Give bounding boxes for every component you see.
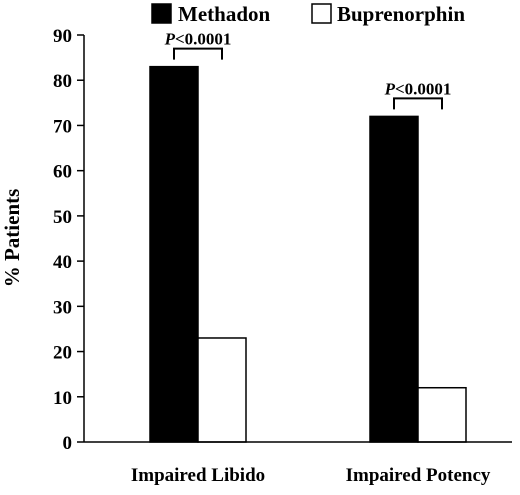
y-axis-ticks: 0 10 20 30 40 50 60 70 80 90 [53, 26, 84, 454]
legend-swatch-methadon [151, 3, 172, 24]
y-tick-label: 20 [53, 343, 72, 364]
significance-annotations: P<0.0001 P<0.0001 [164, 30, 452, 110]
y-tick-label: 30 [53, 297, 72, 318]
y-tick-label: 80 [53, 71, 72, 92]
legend-label-methadon: Methadon [178, 2, 270, 26]
p-value-label: P<0.0001 [384, 79, 452, 98]
legend: Methadon Buprenorphin [151, 2, 465, 26]
legend-swatch-buprenorphin [311, 3, 332, 24]
x-axis-categories: Impaired Libido Impaired Potency [131, 465, 491, 486]
y-tick-label: 70 [53, 116, 72, 137]
bar-methadon-1 [369, 115, 419, 443]
legend-label-buprenorphin: Buprenorphin [337, 2, 465, 26]
y-tick-label: 50 [53, 207, 72, 228]
y-axis-label: % Patients [0, 189, 24, 288]
bar-buprenorphin-0 [197, 337, 247, 443]
y-tick-label: 60 [53, 162, 72, 183]
bar-buprenorphin-1 [417, 386, 467, 443]
y-tick-label: 90 [53, 26, 72, 47]
y-tick-label: 0 [63, 433, 73, 454]
bar-methadon-0 [149, 65, 199, 443]
significance-bracket [393, 97, 443, 110]
bars [149, 65, 467, 443]
x-category-label: Impaired Libido [131, 465, 265, 486]
y-tick-label: 40 [53, 252, 72, 273]
x-category-label: Impaired Potency [346, 465, 491, 486]
y-tick-label: 10 [53, 388, 72, 409]
significance-bracket [173, 47, 223, 60]
p-value-label: P<0.0001 [164, 30, 232, 49]
